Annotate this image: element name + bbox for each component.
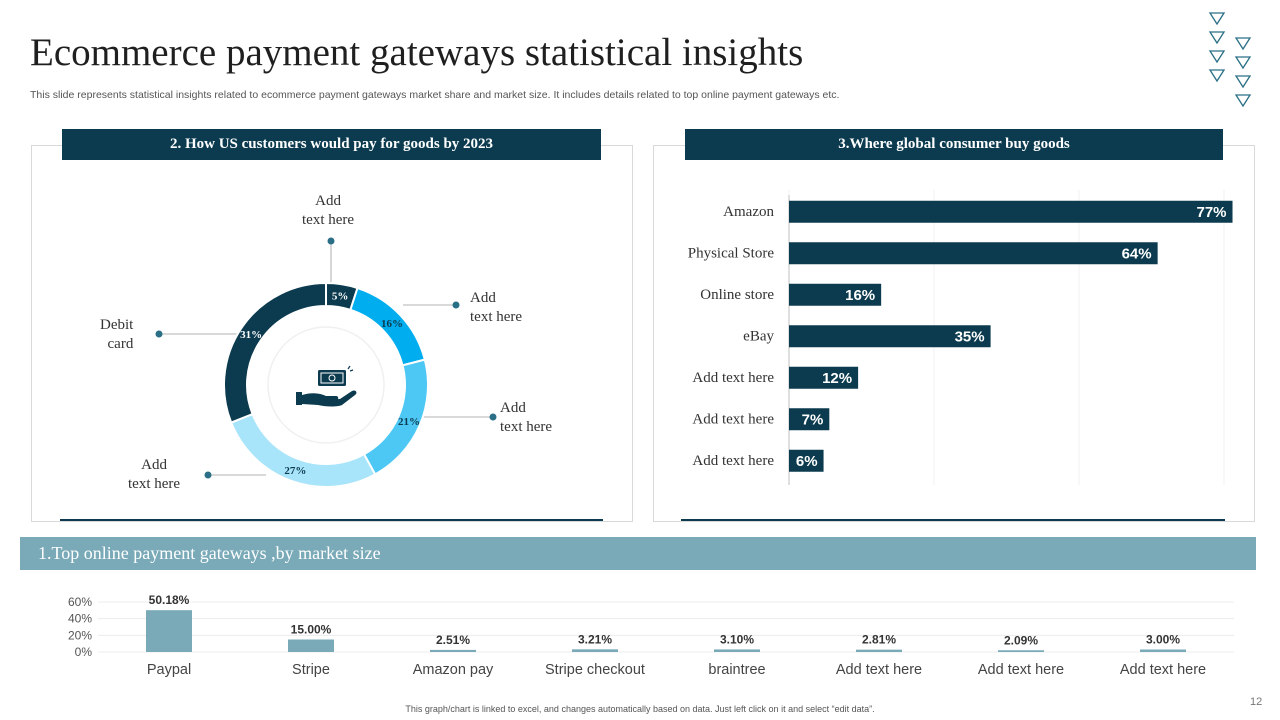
hbar-bar xyxy=(789,283,882,306)
vbar-category-label: Add text here xyxy=(978,662,1064,678)
hbar-value-label: 64% xyxy=(1122,245,1152,262)
vbar-value-label: 50.18% xyxy=(149,593,190,607)
hand-holding-cash-icon xyxy=(296,365,357,407)
donut-slice xyxy=(223,281,327,424)
donut-panel-header: 2. How US customers would pay for goods … xyxy=(62,129,601,160)
vbar-value-label: 2.51% xyxy=(436,633,470,647)
footnote: This graph/chart is linked to excel, and… xyxy=(405,704,875,714)
donut-callout-top: Add text here xyxy=(302,193,355,228)
vbar-bar xyxy=(856,649,902,652)
vbar-value-label: 2.81% xyxy=(862,633,896,647)
vbar-panel-header: 1.Top online payment gateways ,by market… xyxy=(20,537,1256,570)
hbar-category-label: eBay xyxy=(743,328,774,344)
donut-slice-label: 5% xyxy=(332,291,349,303)
hbar-category-label: Online store xyxy=(700,287,774,303)
donut-callout-left: Debit card xyxy=(100,317,134,352)
vbar-bar xyxy=(430,649,476,652)
hbar-bar xyxy=(789,449,824,472)
hbar-panel-header: 3.Where global consumer buy goods xyxy=(685,129,1223,160)
donut-slice-label: 21% xyxy=(398,416,420,428)
vbar-value-label: 2.09% xyxy=(1004,633,1038,647)
hbar-chart: 77% Amazon 64% Physical Store 16% Online stor… xyxy=(688,190,1233,485)
vbar-category-label: Add text here xyxy=(1120,662,1206,678)
hbar-value-label: 16% xyxy=(845,287,875,304)
vbar-ytick-label: 20% xyxy=(68,628,92,642)
vbar-bar xyxy=(998,650,1044,652)
donut-slice-label: 16% xyxy=(381,318,403,330)
vbar-bar xyxy=(1140,649,1186,652)
hbar-bar xyxy=(789,408,830,431)
donut-callout-bottom-left: Add text here xyxy=(128,457,181,492)
page-number: 12 xyxy=(1250,696,1263,708)
vbar-ytick-label: 60% xyxy=(68,595,92,609)
hbar-value-label: 35% xyxy=(955,328,985,345)
donut-callout-right-upper: Add text here xyxy=(470,290,523,325)
hbar-value-label: 12% xyxy=(822,370,852,387)
hbar-value-label: 6% xyxy=(796,453,818,470)
vbar-category-label: Stripe xyxy=(292,662,330,678)
vbar-value-label: 3.00% xyxy=(1146,633,1180,647)
page-title: Ecommerce payment gateways statistical i… xyxy=(30,31,804,74)
hbar-bar xyxy=(789,242,1158,265)
donut-slice-label: 31% xyxy=(240,329,262,341)
vbar-category-label: Stripe checkout xyxy=(545,662,645,678)
vbar-value-label: 15.00% xyxy=(291,623,332,637)
vbar-chart: 0% 20% 40% 60% 50.18% Paypal 15.00% Stripe 2.51%… xyxy=(68,593,1234,678)
vbar-category-label: Amazon pay xyxy=(413,662,494,678)
donut-panel-baseline xyxy=(60,519,603,521)
hbar-category-label: Add text here xyxy=(692,453,774,469)
triangle-pattern-icon xyxy=(1208,12,1252,108)
vbar-ytick-label: 0% xyxy=(75,645,93,659)
vbar-category-label: braintree xyxy=(708,662,765,678)
hbar-category-label: Add text here xyxy=(692,370,774,386)
hbar-bar xyxy=(789,325,991,348)
hbar-category-label: Amazon xyxy=(723,204,774,220)
hbar-bar xyxy=(789,200,1233,223)
vbar-bar xyxy=(572,649,618,652)
donut-chart: 5% 16% 21% 27% 31% xyxy=(155,237,497,488)
hbar-category-label: Physical Store xyxy=(688,245,775,261)
vbar-bar xyxy=(146,610,192,652)
donut-callout-right-lower: Add text here xyxy=(500,400,553,435)
vbar-value-label: 3.21% xyxy=(578,632,612,646)
vbar-bar xyxy=(714,649,760,652)
vbar-bar xyxy=(288,639,334,652)
donut-slice-label: 27% xyxy=(284,465,306,477)
vbar-category-label: Paypal xyxy=(147,662,191,678)
hbar-value-label: 77% xyxy=(1196,204,1226,221)
page-subtitle: This slide represents statistical insigh… xyxy=(30,89,840,101)
hbar-bar xyxy=(789,366,859,389)
hbar-panel-baseline xyxy=(681,519,1225,521)
vbar-category-label: Add text here xyxy=(836,662,922,678)
hbar-category-label: Add text here xyxy=(692,411,774,427)
vbar-ytick-label: 40% xyxy=(68,612,92,626)
vbar-value-label: 3.10% xyxy=(720,632,754,646)
hbar-value-label: 7% xyxy=(802,411,824,428)
